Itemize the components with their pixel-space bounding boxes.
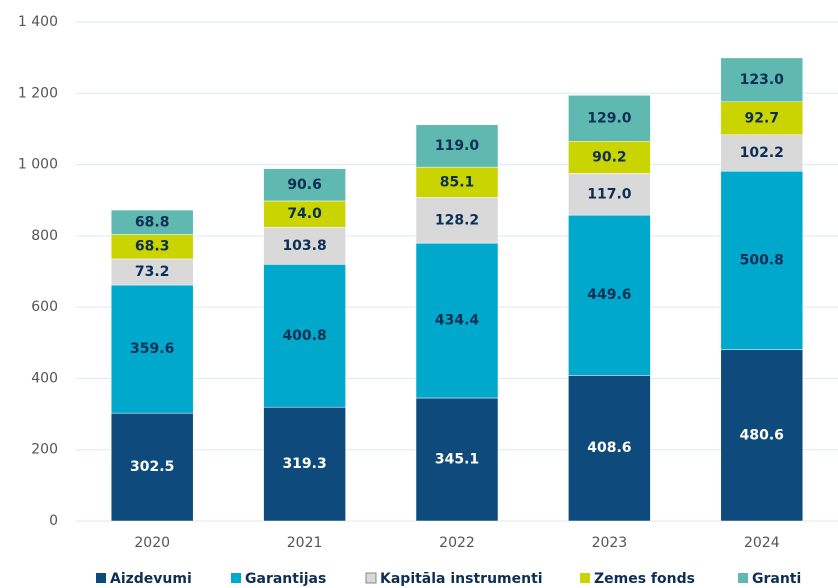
data-label: 85.1 — [440, 174, 475, 190]
x-tick-label: 2022 — [439, 535, 475, 551]
data-label: 500.8 — [740, 252, 784, 268]
data-label: 102.2 — [740, 145, 784, 161]
legend-label: Zemes fonds — [594, 571, 695, 587]
bar-segment — [263, 200, 346, 228]
bar-segment — [720, 134, 804, 172]
bar-segment — [415, 397, 499, 522]
bar-segment — [568, 95, 651, 142]
legend-label: Aizdevumi — [110, 571, 192, 587]
data-label: 123.0 — [740, 72, 785, 88]
data-label: 68.8 — [135, 214, 170, 230]
y-tick-label: 1 000 — [18, 157, 58, 173]
bar-segment — [568, 141, 651, 174]
legend-label: Granti — [752, 571, 801, 587]
bar-segment — [720, 101, 804, 136]
y-tick-label: 200 — [31, 442, 58, 458]
bar-segment — [568, 214, 651, 376]
bar-segment — [720, 57, 804, 102]
bar-segment — [415, 124, 499, 168]
legend-swatch — [738, 573, 748, 583]
legend-swatch — [231, 573, 241, 583]
bar-segment — [263, 406, 346, 522]
x-tick-label: 2024 — [744, 535, 780, 551]
y-tick-label: 1 200 — [18, 85, 58, 101]
bar-segment — [720, 170, 804, 350]
data-label: 128.2 — [435, 212, 479, 228]
bar-segment — [415, 197, 499, 244]
data-label: 480.6 — [740, 427, 784, 443]
legend-swatch — [365, 572, 377, 584]
data-label: 119.0 — [435, 138, 480, 154]
bar-segment — [415, 242, 499, 399]
bar-segment — [568, 173, 651, 216]
legend-swatch — [580, 573, 590, 583]
data-label: 103.8 — [282, 238, 326, 254]
data-label: 73.2 — [135, 264, 170, 280]
data-label: 345.1 — [435, 451, 479, 467]
data-label: 74.0 — [287, 206, 322, 222]
data-label: 90.2 — [592, 149, 627, 165]
data-label: 68.3 — [135, 239, 170, 255]
x-tick-label: 2023 — [592, 535, 628, 551]
y-tick-label: 800 — [31, 228, 58, 244]
data-label: 90.6 — [287, 177, 322, 193]
data-label: 400.8 — [282, 328, 326, 344]
data-label: 434.4 — [435, 313, 480, 329]
data-label: 302.5 — [130, 459, 174, 475]
data-label: 408.6 — [587, 440, 631, 456]
y-tick-label: 1 400 — [18, 14, 58, 30]
data-label: 117.0 — [587, 186, 632, 202]
bar-segment — [720, 349, 804, 522]
y-tick-label: 600 — [31, 299, 58, 315]
data-label: 92.7 — [745, 110, 780, 126]
legend-label: Garantijas — [245, 571, 326, 587]
y-tick-label: 400 — [31, 370, 58, 386]
data-label: 319.3 — [282, 456, 326, 472]
bar-segment — [263, 168, 346, 202]
data-label: 449.6 — [587, 287, 631, 303]
x-tick-label: 2021 — [287, 535, 323, 551]
bar-segment — [263, 227, 346, 265]
data-label: 359.6 — [130, 341, 174, 357]
bar-segment — [110, 412, 194, 522]
bar-segment — [568, 375, 651, 522]
bar-segment — [110, 234, 194, 260]
bar-segment — [110, 209, 194, 235]
data-label: 129.0 — [587, 110, 632, 126]
bar-segment — [110, 258, 194, 286]
legend-swatch — [96, 573, 106, 583]
legend-label: Kapitāla instrumenti — [380, 571, 543, 587]
bar-segment — [110, 284, 194, 414]
y-tick-label: 0 — [49, 513, 58, 529]
x-tick-label: 2020 — [134, 535, 170, 551]
